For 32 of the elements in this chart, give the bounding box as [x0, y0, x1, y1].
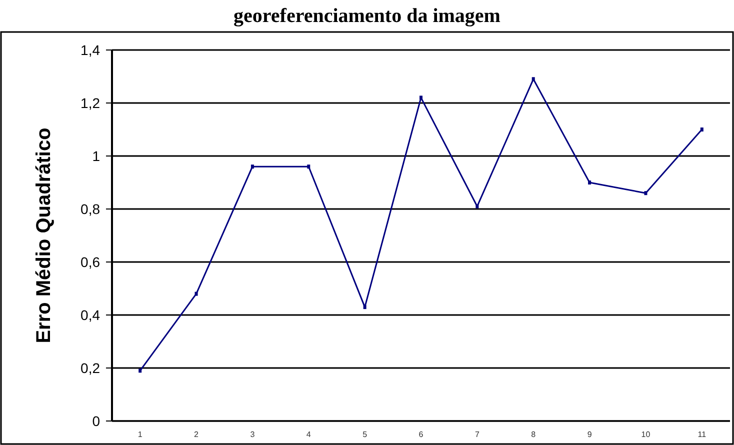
y-tick-label: 0,4 [80, 306, 100, 323]
x-tick-label: 4 [306, 430, 312, 439]
y-tick-label: 0 [92, 412, 100, 429]
y-tick-label: 0,8 [80, 200, 100, 217]
x-tick-label: 6 [418, 430, 424, 439]
point [363, 305, 366, 310]
point [700, 128, 704, 132]
y-tick-label: 0,6 [80, 254, 100, 270]
point [476, 204, 479, 208]
x-tick-label: 1 [138, 430, 143, 439]
y-tick-label: 1,2 [80, 94, 100, 111]
point [532, 77, 535, 82]
chart-title: georeferenciamento da imagem [234, 5, 501, 27]
x-tick-label: 10 [641, 430, 651, 439]
y-tick-label: 1 [92, 148, 100, 164]
point [250, 164, 254, 169]
point [588, 180, 592, 184]
x-tick-label: 7 [474, 430, 480, 439]
x-tick-label: 11 [698, 430, 707, 439]
y-tick-label: 1,4 [80, 42, 100, 58]
point [138, 368, 142, 373]
x-tick-label: 2 [194, 430, 200, 439]
x-tick-label: 5 [362, 430, 368, 439]
x-tick-label: 9 [587, 430, 592, 439]
y-axis-title: Erro Médio Quadrático [33, 128, 55, 344]
point [420, 96, 422, 100]
point [194, 292, 198, 296]
x-tick-label: 8 [531, 430, 536, 439]
y-tick-label: 0,2 [80, 360, 100, 376]
point [307, 164, 310, 169]
x-tick-label: 3 [250, 430, 256, 439]
point [644, 191, 648, 196]
